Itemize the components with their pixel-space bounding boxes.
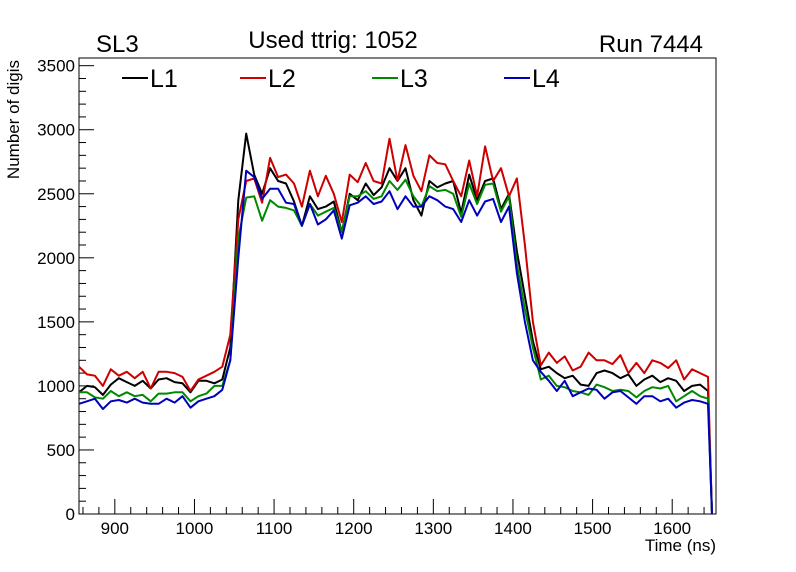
- x-axis-label: Time (ns): [645, 536, 716, 555]
- x-tick-label: 1500: [574, 519, 612, 538]
- x-tick-label: 1600: [653, 519, 691, 538]
- x-tick-label: 1000: [176, 519, 214, 538]
- chart-title: Used ttrig: 1052: [248, 27, 417, 54]
- x-tick-label: 1400: [494, 519, 532, 538]
- x-tick-label: 1300: [414, 519, 452, 538]
- series-line-l1: [78, 132, 713, 515]
- y-tick-label: 2500: [37, 185, 75, 204]
- y-axis-label: Number of digis: [4, 60, 23, 179]
- y-tick-label: 1000: [37, 377, 75, 396]
- y-tick-label: 500: [47, 441, 75, 460]
- plot-area: [78, 57, 717, 515]
- run-label: Run 7444: [599, 31, 703, 58]
- series-line-l3: [79, 178, 713, 515]
- plot-frame: [78, 57, 717, 515]
- x-tick-labels: 900 1000 1100 1200 1300 1400 1500 1600: [101, 519, 691, 538]
- legend-label-l2: L2: [268, 65, 296, 93]
- superlayer-label: SL3: [96, 31, 139, 58]
- y-tick-label: 3500: [37, 57, 75, 76]
- y-tick-label: 0: [66, 505, 75, 524]
- legend-label-l3: L3: [400, 65, 428, 93]
- legend-label-l1: L1: [150, 65, 178, 93]
- x-tick-label: 1100: [256, 519, 293, 538]
- y-tick-label: 3000: [37, 121, 75, 140]
- y-tick-label: 1500: [37, 313, 75, 332]
- x-tick-label: 1200: [335, 519, 373, 538]
- series-line-l2: [78, 137, 713, 515]
- x-tick-label: 900: [101, 519, 129, 538]
- legend: L1 L2 L3 L4: [122, 65, 560, 93]
- y-tick-labels: 0 500 1000 1500 2000 2500 3000 3500: [37, 57, 75, 524]
- series-line-l4: [78, 169, 713, 515]
- series-lines: [78, 132, 713, 515]
- axis-ticks: [79, 65, 705, 515]
- legend-label-l4: L4: [532, 65, 560, 93]
- y-tick-label: 2000: [37, 249, 75, 268]
